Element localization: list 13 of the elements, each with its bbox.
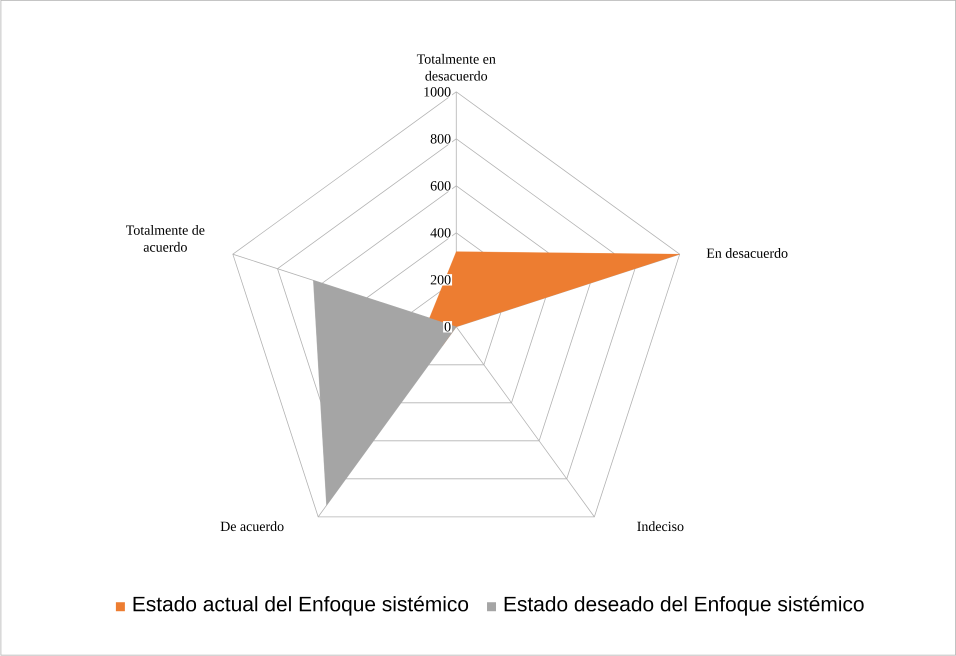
y-tick-label: 400 xyxy=(430,228,451,238)
legend-label: Estado actual del Enfoque sistémico xyxy=(134,596,468,616)
spoke-label: Indeciso xyxy=(637,521,684,532)
y-tick-label: 0 xyxy=(444,322,451,332)
spoke-label: Totalmente en desacuerdo xyxy=(416,54,496,81)
legend-label: Estado deseado del Enfoque sistémico xyxy=(504,596,864,616)
y-tick-label: 800 xyxy=(430,134,451,144)
y-tick-label: 200 xyxy=(430,275,451,284)
spoke-label: Totalmente de acuerdo xyxy=(126,224,204,252)
y-tick-label: 600 xyxy=(430,181,451,191)
spoke-label: En desacuerdo xyxy=(706,248,788,258)
y-tick-label: 1000 xyxy=(424,87,451,97)
spoke-label: De acuerdo xyxy=(220,521,284,532)
